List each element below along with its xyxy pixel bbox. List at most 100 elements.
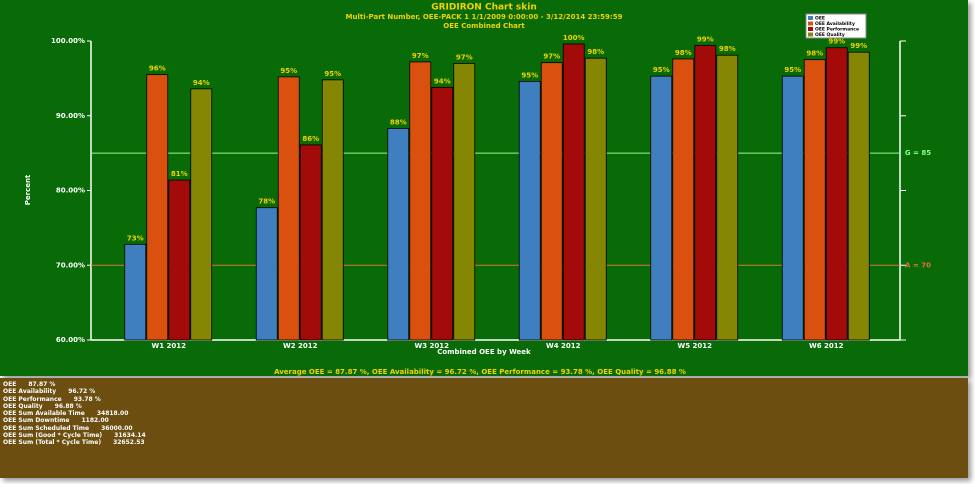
legend-swatch	[808, 32, 813, 37]
summary-value: 36000.00	[101, 424, 133, 432]
summary-row: OEE Quality 96.88 %	[0, 403, 968, 410]
summary-row: OEE Sum Downtime 1182.00	[0, 417, 968, 424]
bar	[190, 88, 213, 341]
summary-label: OEE Sum Downtime	[3, 417, 70, 425]
data-label: 97%	[543, 53, 560, 61]
summary-row: OEE Performance 93.78 %	[0, 396, 968, 403]
bar	[650, 75, 673, 341]
summary-row: OEE 87.87 %	[0, 381, 968, 388]
summary-label: OEE Availability	[3, 388, 57, 396]
summary-row: OEE Sum (Good * Cycle Time) 31634.14	[0, 432, 968, 439]
data-label: 95%	[521, 71, 538, 79]
summary-value: 1182.00	[81, 417, 109, 425]
data-label: 98%	[675, 49, 692, 57]
summary-label: OEE Sum (Total * Cycle Time)	[3, 439, 102, 447]
data-label: 99%	[697, 35, 714, 43]
y-tick-label: 100.00%	[51, 37, 85, 45]
data-label: 95%	[324, 70, 341, 78]
summary-row: OEE Availability 96.72 %	[0, 388, 968, 395]
summary-value: 93.78 %	[73, 395, 101, 403]
bar	[781, 75, 804, 341]
x-tick-label: W3 2012	[414, 342, 449, 350]
data-label: 73%	[127, 234, 144, 242]
bar	[409, 61, 432, 341]
chart: GRIDIRON Chart skin Multi-Part Number, O…	[0, 0, 968, 376]
x-axis-label: Combined OEE by Week	[437, 348, 531, 356]
bar	[716, 54, 739, 341]
bar	[146, 74, 169, 341]
footer: Average OEE = 87.87 %, OEE Availability …	[274, 368, 686, 376]
data-label: 98%	[587, 48, 604, 56]
bar	[825, 47, 848, 341]
summary-panel: OEE 87.87 % OEE Availability 96.72 % OEE Per…	[0, 378, 968, 478]
summary-label: OEE Performance	[3, 395, 62, 403]
data-label: 88%	[390, 118, 407, 126]
data-label: 99%	[850, 42, 867, 50]
data-label: 98%	[719, 45, 736, 53]
bar	[562, 43, 585, 341]
summary-value: 34818.00	[96, 410, 129, 418]
summary-row: OEE Sum (Total * Cycle Time) 32652.53	[0, 439, 968, 446]
legend-label: OEE Quality	[815, 32, 845, 38]
chart-subtitle: Multi-Part Number, OEE-PACK 1 1/1/2009 0…	[346, 13, 623, 21]
summary-label: OEE Quality	[3, 402, 43, 410]
reference-label: A = 70	[905, 261, 931, 269]
bar	[321, 79, 344, 341]
summary-label: OEE	[3, 381, 17, 388]
legend-box	[805, 13, 867, 39]
data-label: 94%	[193, 79, 210, 87]
bar	[387, 128, 410, 341]
data-label: 94%	[434, 77, 451, 85]
x-tick-label: W4 2012	[546, 342, 581, 350]
bar	[431, 86, 454, 341]
summary-value: 31634.14	[114, 432, 146, 440]
bar	[584, 57, 607, 341]
data-label: 86%	[302, 135, 319, 143]
chart-title: GRIDIRON Chart skin	[431, 3, 537, 13]
data-label: 78%	[258, 198, 275, 206]
bar	[518, 80, 541, 341]
bar	[255, 207, 278, 341]
data-label: 97%	[456, 53, 473, 61]
chart-subtitle: OEE Combined Chart	[443, 22, 525, 30]
bar	[168, 179, 191, 341]
x-tick-label: W2 2012	[283, 342, 318, 350]
data-label: 99%	[828, 38, 845, 46]
summary-label: OEE Sum (Good * Cycle Time)	[3, 432, 103, 440]
legend-label: OEE Performance	[815, 27, 859, 33]
bar	[847, 51, 870, 341]
y-tick-label: 80.00%	[56, 187, 85, 195]
x-tick-label: W6 2012	[809, 342, 844, 350]
summary-row: OEE Sum Scheduled Time 36000.00	[0, 425, 968, 432]
bar	[277, 76, 300, 341]
legend-label: OEE Availability	[815, 21, 855, 27]
y-tick-label: 90.00%	[56, 112, 85, 120]
data-label: 81%	[171, 170, 188, 178]
summary-row: OEE Sum Available Time 34818.00	[0, 410, 968, 417]
y-tick-label: 60.00%	[56, 336, 85, 344]
legend-swatch	[808, 21, 813, 26]
bar	[672, 58, 695, 341]
x-tick-label: W5 2012	[677, 342, 712, 350]
data-label: 95%	[653, 66, 670, 74]
legend-label: OEE	[815, 16, 825, 22]
data-label: 96%	[149, 65, 166, 73]
summary-value: 96.72 %	[68, 388, 96, 396]
legend-swatch	[808, 27, 813, 31]
bar	[124, 243, 147, 341]
reference-label: G = 85	[905, 149, 931, 157]
summary-label: OEE Sum Scheduled Time	[3, 424, 90, 432]
summary-value: 32652.53	[113, 439, 145, 447]
summary-value: 87.87 %	[28, 381, 56, 388]
summary-value: 96.88 %	[54, 402, 82, 410]
bar	[299, 144, 322, 341]
summary-label: OEE Sum Available Time	[3, 410, 85, 418]
legend-swatch	[808, 16, 813, 20]
x-tick-label: W1 2012	[151, 342, 186, 350]
bar	[540, 62, 563, 341]
data-label: 100%	[563, 34, 585, 42]
data-label: 97%	[412, 52, 429, 60]
y-tick-label: 70.00%	[56, 261, 85, 269]
data-label: 95%	[280, 67, 297, 75]
